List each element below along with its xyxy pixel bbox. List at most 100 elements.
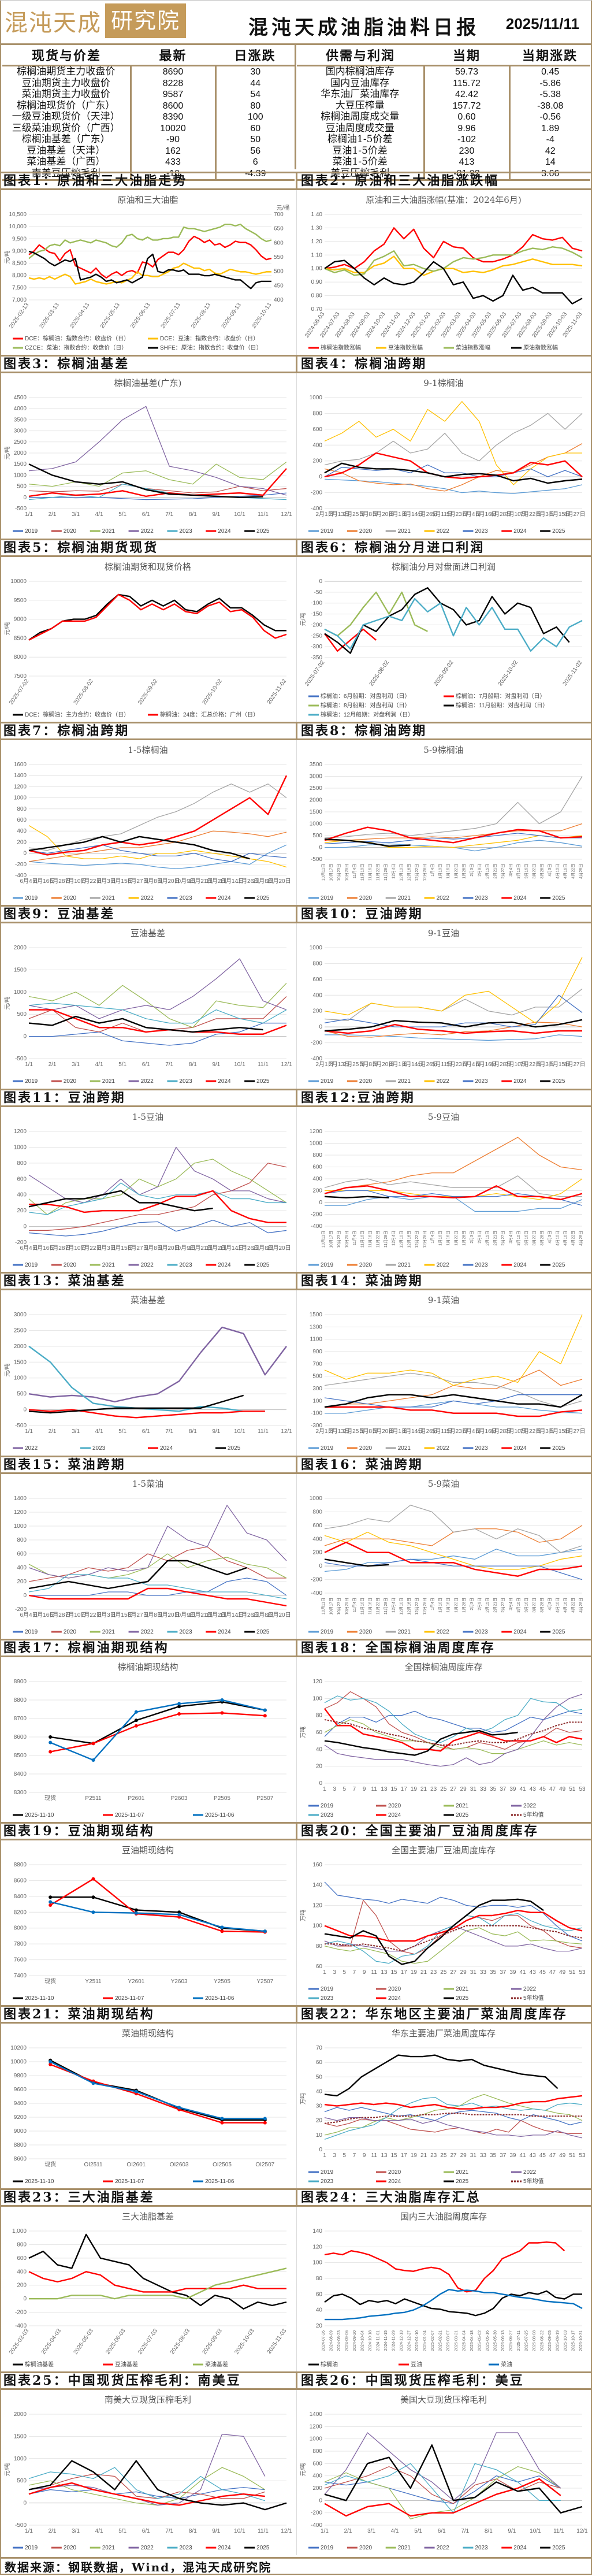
series-line [28,1003,287,1024]
series-line [28,1190,213,1212]
y-tick-label: 2500 [310,785,323,792]
latest-value: 413 [424,157,511,168]
x-tick-label: 3月4日 [508,1598,513,1610]
x-tick-label: 10月21日 [188,878,213,885]
legend-label: 2020 [64,1629,77,1635]
x-tick-label: 41 [520,1969,527,1976]
chart-title: 南美大豆现货压榨毛利 [105,2395,191,2405]
section-title: 图表5：棕榈油期货现货 [0,539,296,557]
x-tick-label: 2月15日 [485,1231,490,1246]
series-line [28,958,287,1019]
y-tick-label: 200 [312,1188,322,1194]
y-tick-label: 0 [319,845,322,851]
data-point [91,1742,95,1746]
x-tick-label: 1月16日 [446,1231,450,1246]
x-tick-label: 2/1 [49,1061,57,1068]
x-tick-label: 10月23日 [337,1231,341,1248]
y-tick-label: 8600 [14,2156,27,2162]
series-line [325,2288,583,2321]
series-line [324,1137,583,1194]
x-tick-label: 11月2日 [206,1612,226,1619]
series-line [324,1196,389,1199]
y-tick-label: 0 [23,2296,27,2302]
series-line [28,982,287,1028]
row-label: 棕榈油周度成交量 [297,112,425,123]
row-label: 菜油基差（广西） [2,157,132,168]
series-line [324,464,583,477]
y-tick-label: 8000 [14,654,27,660]
series-line [324,2241,565,2293]
x-tick-label: 35 [490,1786,497,1792]
legend-label: 2024 [218,2545,231,2551]
x-tick-label: 12/1 [281,1061,292,1068]
series-line [29,1577,287,1596]
series-line [28,406,287,496]
x-tick-label: 1/1 [25,1428,33,1435]
x-tick-label: P2603 [171,1795,188,1802]
legend-label: 2024 [218,1262,231,1268]
y-tick-label: -50 [314,589,323,596]
x-tick-label: 6月16日 [476,511,497,518]
legend-label: 2019 [25,895,38,901]
y-tick-label: 1500 [14,2433,27,2440]
y-tick-label: 80 [316,1943,323,1950]
x-tick-label: 35 [490,2152,497,2159]
legend-label: 2023 [475,1445,488,1452]
data-point [263,1929,267,1933]
row-label: 一级豆油现货价（天津） [2,112,132,123]
x-tick-label: 4月28日 [579,1598,583,1613]
y-tick-label: 0 [319,1200,322,1206]
x-tick-label: 2025-08-03 [169,2328,192,2356]
x-tick-label: 2024-11-01 [377,2330,381,2351]
x-tick-label: 2025-07-13 [160,302,183,330]
chart-title: 5-9棕榈油 [423,745,463,755]
x-tick-label: 6/1 [142,511,150,518]
y-tick-label: 900 [312,1349,322,1355]
x-tick-label: 2025-07-25 [524,2330,528,2351]
section-title: 图表9：豆油基差 [0,905,296,923]
legend-label: 2021 [398,1262,411,1268]
x-tick-label: 2025-08-02 [73,678,95,706]
x-tick-label: 1 [323,1969,326,1976]
y-tick-label: 7800 [14,1941,27,1947]
y2-tick-label: 400 [274,297,284,303]
legend-label: 2024 [513,528,527,534]
chart-panel: 三大油脂基差 -400 -200 0 200 400 600 800 1,000 2025-03-… [1,2207,295,2372]
y-tick-label: 100 [312,1398,322,1404]
y-tick-label: 20 [316,2118,323,2124]
x-tick-label: 11月16日 [368,864,373,881]
x-tick-label: 11月26日 [236,1245,260,1252]
y-tick-label: 2000 [14,2411,27,2418]
series-line [28,1560,247,1590]
x-tick-label: 43 [530,2152,537,2159]
y-tick-label: 1400 [14,773,27,779]
line-chart: 棕榈油期现结构 8300 8400 8500 8600 8700 8800 8900 现货 P25… [13,1662,286,1818]
y-tick-label: 1000 [310,1495,323,1502]
legend-label: 棕榈油指数涨幅 [321,344,361,351]
x-tick-label: 7/1 [165,1428,173,1435]
legend-label: 2020 [388,1986,401,1992]
x-tick-label: 9月8日 [145,878,163,885]
x-tick-label: 4月16日 [563,1231,568,1246]
x-tick-label: 10月29日 [345,864,349,881]
row-label: 大豆压榨量 [297,100,425,112]
legend-label: 棕榈油 [321,2360,338,2368]
x-tick-label: 3月22日 [532,1231,537,1246]
series-line [324,1372,583,1408]
row-label: 棕榈油基差（广东） [2,134,132,146]
x-tick-label: 2025-02-07 [431,2330,435,2351]
x-tick-label: 2024-12-13 [400,2330,404,2351]
y-tick-label: 9800 [14,2073,27,2079]
legend-label: 2020 [64,1078,77,1085]
series-line [324,776,583,838]
y-tick-label: 1400 [14,1495,27,1502]
x-tick-label: 39 [509,1786,516,1792]
chart-title: 原油和三大油脂 [117,195,178,205]
data-point [49,1900,53,1904]
x-tick-label: 12月16日 [407,1231,412,1248]
chart-title: 棕榈油期货和现货价格 [105,562,191,572]
x-tick-label: 4/1 [95,2528,103,2534]
